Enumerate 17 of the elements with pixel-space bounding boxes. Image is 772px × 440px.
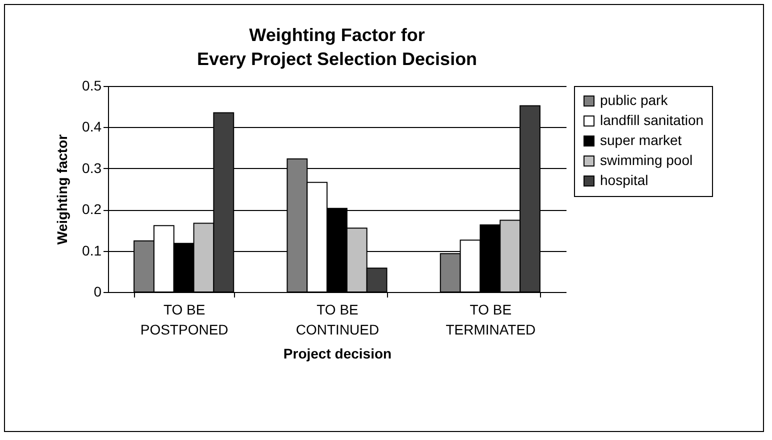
chart-title: Weighting Factor for Every Project Selection Decision (196, 25, 478, 69)
x-tick-label: TO BE POSTPONED (140, 302, 228, 338)
y-tick-label: 0.4 (82, 118, 102, 135)
legend-label: public park (600, 92, 669, 108)
y-tick-label: 0.5 (82, 78, 102, 94)
legend-label: hospital (600, 172, 648, 188)
y-tick-label: 0.3 (82, 160, 102, 176)
legend-label: swimming pool (600, 152, 693, 168)
x-tick-label: TO BE TERMINATED (446, 302, 536, 338)
x-tick-label: TO BE CONTINUED (296, 302, 380, 338)
y-tick-label: 0.1 (82, 242, 102, 258)
legend-label: super market (600, 132, 682, 148)
legend-label: landfill sanitation (600, 112, 704, 128)
y-axis-title: Weighting factor (54, 134, 70, 245)
y-tick-label: 0.2 (82, 201, 102, 218)
y-tick-label: 0 (94, 284, 102, 300)
x-axis-title: Project decision (283, 346, 392, 362)
